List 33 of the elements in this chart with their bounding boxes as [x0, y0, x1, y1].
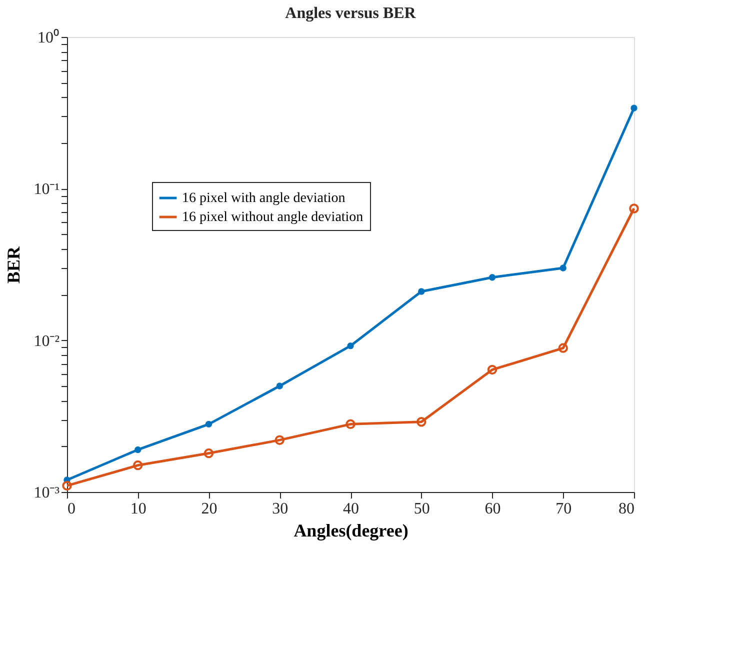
- x-tick-label: 20: [201, 500, 218, 518]
- y-tick-label: 10⁻¹: [34, 181, 60, 198]
- legend-label: 16 pixel without angle deviation: [182, 210, 364, 225]
- y-axis-title: BER: [4, 245, 24, 284]
- point: [276, 382, 283, 390]
- x-tick-label: 80: [618, 500, 634, 518]
- x-tick-label: 50: [414, 500, 430, 518]
- point: [630, 104, 638, 112]
- point: [204, 448, 214, 458]
- point: [488, 274, 496, 281]
- point: [346, 419, 356, 430]
- point: [418, 288, 425, 295]
- point: [205, 420, 212, 428]
- chart-title: Angles versus BER: [285, 5, 416, 22]
- y-tick-label: 10⁰: [38, 28, 60, 46]
- point: [558, 343, 568, 353]
- point: [133, 460, 143, 470]
- x-tick-label: 0: [68, 500, 76, 518]
- point: [487, 364, 498, 375]
- point: [134, 446, 142, 454]
- x-tick-label: 30: [272, 500, 288, 518]
- point: [274, 435, 284, 445]
- legend-label: 16 pixel with angle deviation: [182, 191, 346, 206]
- x-tick-label: 60: [484, 500, 501, 518]
- y-tick-label: 10⁻³: [34, 484, 60, 502]
- point: [416, 417, 426, 427]
- x-tick-label: 70: [556, 500, 572, 518]
- point: [560, 264, 566, 272]
- x-axis-title: Angles(degree): [294, 520, 408, 540]
- y-tick-label: 10⁻²: [34, 332, 60, 350]
- x-tick-label: 40: [343, 500, 359, 518]
- point: [347, 342, 354, 350]
- x-tick-label: 10: [130, 500, 146, 518]
